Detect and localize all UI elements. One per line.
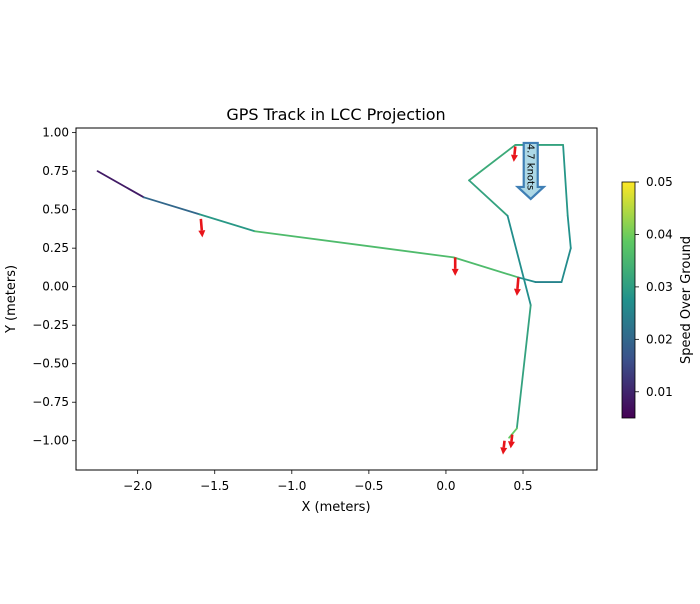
y-axis: 1.00 0.75 0.50 0.25 0.00 −0.25 −0.50 −0.75 −1.00 bbox=[32, 126, 76, 448]
colorbar-gradient bbox=[621, 181, 636, 419]
y-tick-label: 0.25 bbox=[42, 241, 69, 255]
colorbar-ticks: 0.01 0.02 0.03 0.04 0.05 bbox=[635, 175, 673, 399]
track-segment bbox=[253, 230, 455, 259]
track-segment bbox=[452, 256, 520, 279]
x-tick-label: −1.0 bbox=[277, 479, 306, 493]
colorbar-label: Speed Over Ground bbox=[679, 236, 694, 364]
y-tick-label: 0.75 bbox=[42, 164, 69, 178]
heading-arrow bbox=[198, 218, 206, 238]
heading-arrow bbox=[500, 440, 508, 455]
track-segment bbox=[566, 214, 572, 250]
colorbar-tick-label: 0.05 bbox=[646, 175, 673, 189]
plot-frame bbox=[75, 127, 598, 471]
track-segment bbox=[560, 247, 572, 283]
y-tick-label: −1.00 bbox=[32, 434, 69, 448]
speed-annotation-label: 4.7 knots bbox=[525, 144, 536, 190]
x-tick-label: −2.0 bbox=[123, 479, 152, 493]
track-segment bbox=[508, 427, 518, 439]
track-segment bbox=[96, 170, 145, 199]
track-segment bbox=[198, 213, 256, 233]
x-tick-label: 0.0 bbox=[436, 479, 455, 493]
y-axis-label: Y (meters) bbox=[4, 265, 19, 334]
x-axis: −2.0 −1.5 −1.0 −0.5 0.0 0.5 bbox=[123, 470, 533, 493]
y-tick-label: 0.00 bbox=[42, 280, 69, 294]
y-tick-label: −0.25 bbox=[32, 318, 69, 332]
track-segment bbox=[468, 179, 509, 217]
colorbar-tick-label: 0.04 bbox=[646, 227, 673, 241]
y-tick-label: 0.50 bbox=[42, 203, 69, 217]
colorbar: 0.01 0.02 0.03 0.04 0.05 Speed Over Ground bbox=[621, 175, 694, 419]
colorbar-tick-label: 0.03 bbox=[646, 280, 673, 294]
heading-arrow bbox=[513, 277, 521, 296]
heading-arrow bbox=[507, 434, 515, 449]
track-segment bbox=[517, 276, 537, 283]
y-tick-label: 1.00 bbox=[42, 126, 69, 140]
x-tick-label: 0.5 bbox=[513, 479, 532, 493]
x-axis-label: X (meters) bbox=[301, 500, 370, 515]
track-segment bbox=[515, 304, 532, 430]
y-tick-label: −0.75 bbox=[32, 395, 69, 409]
speed-arrow-shape bbox=[514, 141, 547, 201]
heading-arrow bbox=[451, 257, 459, 276]
colorbar-tick-label: 0.01 bbox=[646, 385, 673, 399]
track-segment bbox=[506, 214, 532, 307]
track-segment bbox=[142, 196, 201, 216]
track-segment bbox=[562, 144, 569, 217]
x-tick-label: −0.5 bbox=[354, 479, 383, 493]
track-segment bbox=[468, 144, 517, 182]
colorbar-tick-label: 0.02 bbox=[646, 332, 673, 346]
y-tick-label: −0.50 bbox=[32, 357, 69, 371]
speed-annotation: 4.7 knots bbox=[514, 141, 547, 201]
plot-area: 4.7 knots bbox=[96, 141, 572, 455]
x-tick-label: −1.5 bbox=[200, 479, 229, 493]
heading-arrow bbox=[510, 146, 518, 162]
chart-title: GPS Track in LCC Projection bbox=[226, 105, 445, 124]
